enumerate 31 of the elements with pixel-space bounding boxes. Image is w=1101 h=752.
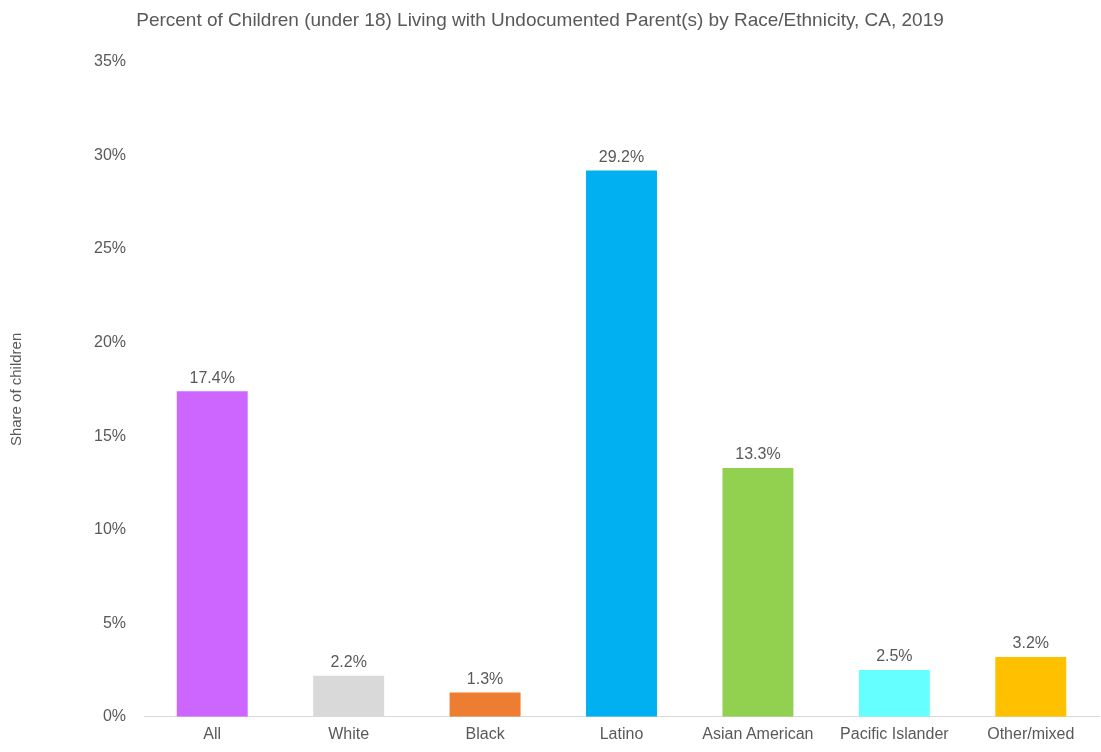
x-tick-label: Pacific Islander [840, 724, 950, 742]
data-label: 17.4% [189, 368, 235, 386]
x-tick-label: Asian American [702, 724, 814, 742]
y-tick-label: 10% [93, 520, 127, 538]
bar [449, 692, 521, 717]
data-label: 2.2% [330, 653, 367, 671]
y-tick-label: 25% [93, 239, 127, 257]
data-label: 1.3% [466, 669, 504, 687]
x-tick-label: Black [465, 724, 506, 742]
chart-title: Percent of Children (under 18) Living with Undocumented Parent(s) by Race/Ethnicity, CA, 2019 [135, 8, 945, 32]
data-label: 13.3% [735, 445, 781, 463]
x-tick-label: Latino [599, 724, 644, 742]
x-tick-label: All [203, 724, 222, 742]
y-tick-label: 30% [93, 145, 127, 163]
bar [995, 656, 1067, 717]
bar [586, 170, 657, 717]
data-label: 2.5% [876, 647, 913, 665]
bar [722, 467, 794, 717]
y-tick-label: 20% [93, 333, 127, 351]
bar [858, 670, 930, 717]
y-axis-title: Share of children [7, 332, 25, 447]
x-tick-label: White [328, 724, 370, 742]
data-label: 29.2% [598, 147, 645, 165]
x-tick-label: Other/mixed [987, 724, 1075, 742]
y-tick-label: 15% [93, 426, 127, 444]
bar [313, 675, 385, 717]
y-tick-label: 0% [102, 707, 127, 725]
y-tick-label: 35% [93, 52, 127, 70]
data-label: 3.2% [1012, 634, 1050, 652]
bar [176, 391, 248, 717]
y-tick-label: 5% [102, 613, 127, 631]
